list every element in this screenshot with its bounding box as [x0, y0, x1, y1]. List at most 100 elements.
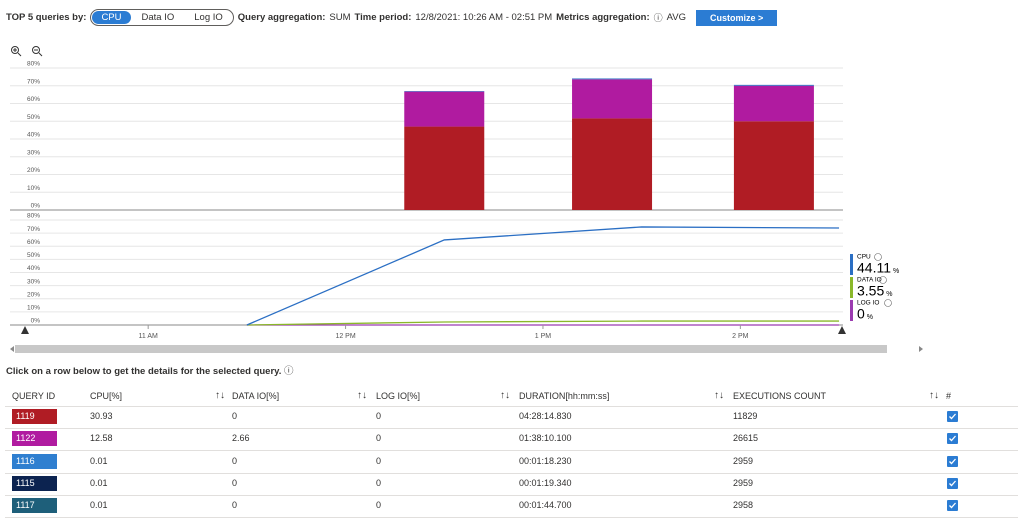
metric-option[interactable]: Data IO [141, 12, 175, 23]
line [246, 226, 840, 326]
bar-segment [733, 85, 814, 122]
x-tick-label: 1 PM [535, 333, 552, 340]
y-tick-label: 40% [27, 132, 40, 139]
checkbox[interactable] [947, 411, 958, 422]
y-tick-label: 70% [27, 226, 40, 233]
y-tick-label: 40% [27, 265, 40, 272]
legend-unit: % [893, 268, 899, 275]
instruction-text: Click on a row below to get the details … [6, 366, 282, 377]
legend-value: 3.55 [857, 283, 884, 299]
cell: 26615 [733, 433, 759, 444]
cell: 0 [232, 455, 238, 466]
info-icon: ⓘ [284, 366, 294, 377]
checkbox[interactable] [947, 433, 958, 445]
cell: 11829 [733, 411, 758, 421]
legend-swatch [850, 277, 853, 298]
bar-segment [733, 121, 814, 210]
y-tick-label: 60% [27, 96, 40, 103]
sort-icon[interactable]: ↑↓ [929, 390, 939, 401]
cell: 0 [376, 500, 382, 511]
zoom-out[interactable] [32, 46, 43, 57]
y-tick-label: 60% [27, 239, 40, 246]
check [949, 480, 956, 487]
query-id[interactable]: 1117 [12, 498, 57, 514]
legend-value: 0 [857, 306, 865, 322]
column-header[interactable]: # [946, 391, 952, 401]
y-tick-label: 70% [27, 78, 40, 85]
checkbox[interactable] [947, 500, 958, 512]
bar-segment [572, 118, 653, 210]
column-header[interactable]: DURATION[hh:mm:ss] [519, 391, 610, 401]
bar-segment [572, 79, 653, 119]
toolbar: TOP 5 queries by: CPU Data IO Log IO Que… [6, 9, 778, 26]
x-tick-label: 12 PM [335, 333, 355, 340]
checkbox[interactable] [947, 455, 958, 467]
zoom-in[interactable] [11, 46, 22, 57]
sort-icon[interactable]: ↑↓ [714, 390, 724, 401]
cell: 2959 [733, 477, 754, 488]
y-tick-label: 0% [31, 318, 41, 325]
legend-unit: % [886, 291, 892, 298]
cell: 0.01 [90, 477, 108, 488]
y-tick-label: 50% [27, 252, 40, 259]
bar-segment [404, 126, 485, 210]
info-icon [874, 253, 882, 261]
customize-button[interactable]: Customize > [695, 9, 778, 26]
metric-toggle: CPU Data IO Log IO [90, 9, 234, 26]
cell: 0 [376, 433, 382, 444]
metric-option[interactable]: CPU [92, 11, 131, 24]
info-icon [879, 276, 887, 284]
cell: 2958 [733, 500, 754, 511]
charts: 0% 10% 20% 30% 40% 50% 60% 70% 80% 0% 10% 20% 30% 40%… [10, 46, 923, 353]
sort-icon[interactable]: ↑↓ [215, 390, 225, 401]
x-tick-label: 2 PM [732, 333, 749, 340]
legend-unit: % [867, 314, 873, 321]
check [949, 458, 956, 465]
cell: 00:01:19.340 [519, 477, 572, 488]
line [246, 320, 840, 326]
row-separator [5, 494, 1018, 496]
y-tick-label: 10% [27, 185, 40, 192]
bar-segment [404, 91, 485, 127]
cell: 30.93 [90, 411, 113, 421]
query-id[interactable]: 1116 [12, 453, 57, 469]
scrollbar[interactable] [15, 345, 887, 353]
cell: 0.01 [90, 455, 108, 466]
header-separator [5, 406, 1018, 407]
cell: 0 [232, 500, 238, 511]
column-header[interactable]: QUERY ID [12, 391, 56, 401]
period-label: Time period: [354, 12, 412, 23]
check [949, 413, 956, 420]
query-id[interactable]: 1119 [12, 409, 57, 424]
query-id[interactable]: 1115 [12, 475, 57, 491]
aggregation[interactable]: SUM [329, 12, 351, 23]
cell: 0 [232, 411, 238, 421]
x-tick-label: 11 AM [139, 333, 158, 340]
column-header[interactable]: DATA IO[%] [232, 391, 280, 401]
y-tick-label: 20% [27, 167, 40, 174]
sort-icon[interactable]: ↑↓ [500, 390, 510, 401]
row-separator [5, 450, 1018, 452]
column-header[interactable]: LOG IO[%] [376, 391, 421, 401]
sort-icon[interactable]: ↑↓ [357, 390, 367, 401]
cell: 12.58 [90, 433, 113, 444]
metrics-aggregation[interactable]: AVG [666, 12, 686, 23]
y-tick-label: 20% [27, 291, 40, 298]
legend-swatch [850, 254, 853, 275]
cell: 0 [376, 411, 382, 421]
bar-segment [733, 84, 814, 86]
period[interactable]: 12/8/2021: 10:26 AM - 02:51 PM [415, 12, 553, 23]
cell: 0.01 [90, 500, 108, 511]
row-separator [5, 472, 1018, 474]
query-id[interactable]: 1122 [12, 431, 57, 447]
cell: 0 [376, 455, 382, 466]
cell: 01:38:10.100 [519, 433, 572, 444]
column-header[interactable]: EXECUTIONS COUNT [733, 391, 827, 401]
metric-option[interactable]: Log IO [194, 12, 223, 23]
y-tick-label: 30% [27, 149, 40, 156]
checkbox[interactable] [947, 477, 958, 489]
column-header[interactable]: CPU[%] [90, 391, 123, 401]
cell: 2959 [733, 455, 754, 466]
cell: 04:28:14.830 [519, 411, 572, 421]
